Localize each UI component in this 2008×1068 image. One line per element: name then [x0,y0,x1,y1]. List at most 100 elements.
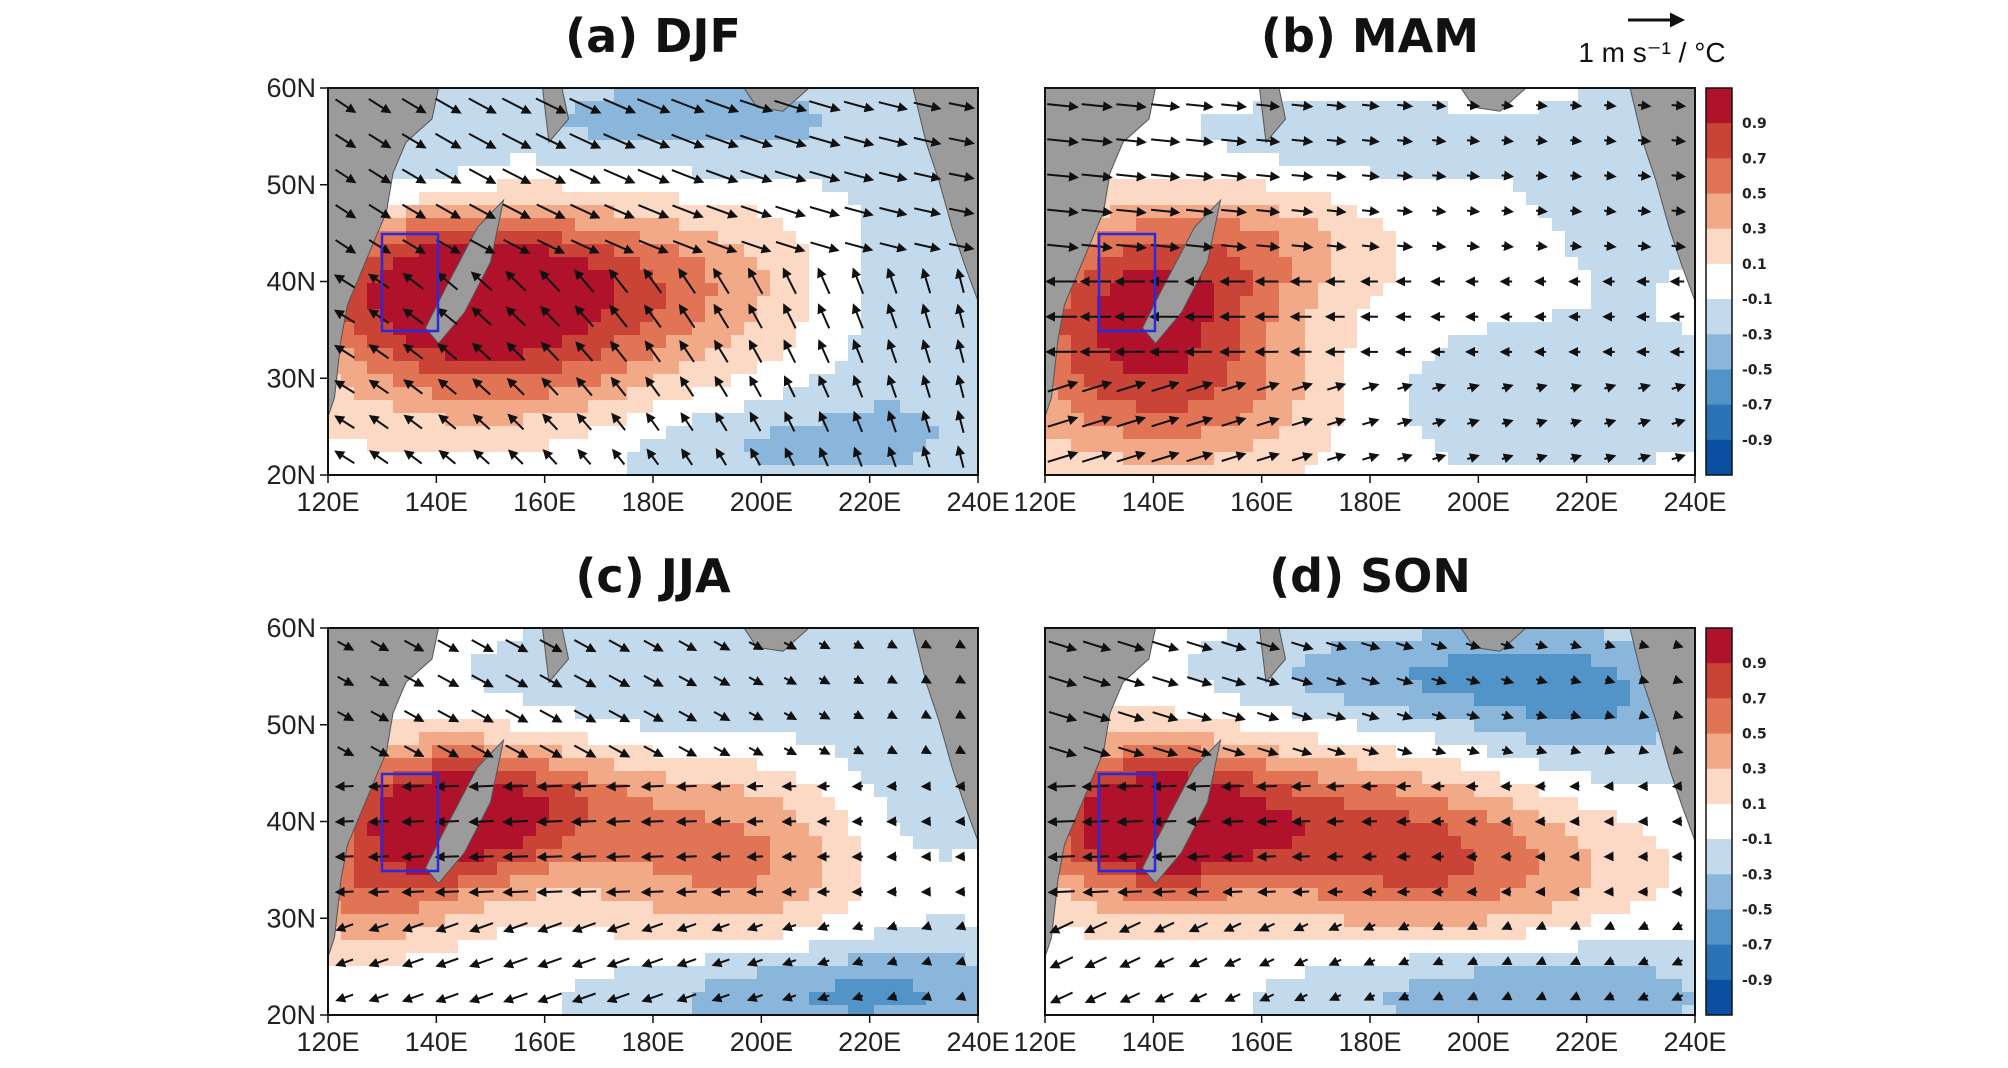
field-cell [1617,426,1631,440]
field-cell [471,719,485,733]
field-cell [1565,465,1579,475]
field-cell [497,628,511,642]
field-cell [744,693,758,707]
field-cell [1383,374,1397,388]
wind-vector [955,409,966,433]
field-cell [523,641,537,655]
field-cell [523,667,537,681]
field-cell [757,439,771,453]
field-cell [1630,439,1644,453]
field-cell [1136,361,1150,375]
field-cell [692,836,706,850]
field-cell [1578,127,1592,141]
field-cell [705,127,719,141]
field-cell [770,257,784,271]
field-cell [705,218,719,232]
field-cell [601,680,615,694]
wind-vector [886,303,898,329]
field-cell [523,797,537,811]
field-cell [1513,465,1527,475]
field-cell [653,875,667,889]
field-cell [1331,348,1345,362]
field-cell [692,192,706,206]
field-cell [640,283,654,297]
field-cell [822,153,836,167]
field-cell [718,439,732,453]
field-cell [549,784,563,798]
field-cell [796,888,810,902]
field-cell [653,667,667,681]
wind-vector [570,203,601,219]
field-cell [1396,179,1410,193]
field-cell [913,179,927,193]
x-tick-label: 200E [1447,487,1510,517]
field-cell [666,641,680,655]
field-cell [1344,244,1358,258]
wind-vector [1501,241,1514,252]
field-cell [1253,322,1267,336]
field-cell [1357,127,1371,141]
field-cell [783,771,797,785]
field-cell [1643,296,1657,310]
field-cell [523,153,537,167]
field-cell [380,439,394,453]
wind-vector [1466,453,1480,463]
field-cell [1435,296,1449,310]
field-cell [770,452,784,466]
wind-vector [1466,205,1481,216]
field-cell [1227,283,1241,297]
field-cell [1136,153,1150,167]
field-cell [536,192,550,206]
field-cell [1227,400,1241,414]
wind-vector [403,414,423,430]
field-cell [900,452,914,466]
field-cell [432,387,446,401]
field-cell [666,966,680,980]
field-cell [1279,309,1293,323]
field-cell [406,192,420,206]
field-cell [1344,348,1358,362]
field-cell [1370,465,1384,475]
field-cell [458,348,472,362]
field-cell [536,283,550,297]
field-cell [835,361,849,375]
field-cell [809,140,823,154]
field-cell [1617,153,1631,167]
field-cell [562,732,576,746]
field-cell [1240,153,1254,167]
field-cell [692,153,706,167]
field-cell [718,231,732,245]
field-cell [770,270,784,284]
wind-vector [1327,417,1347,427]
field-cell [822,465,836,475]
field-cell [692,888,706,902]
field-cell [887,953,901,967]
wind-vector [569,168,601,184]
field-cell [445,758,459,772]
field-cell [1097,218,1111,232]
field-cell [588,465,602,475]
field-cell [861,706,875,720]
field-cell [757,413,771,427]
field-cell [497,901,511,915]
field-cell [1526,361,1540,375]
field-cell [1136,218,1150,232]
field-cell [666,823,680,837]
field-cell [1305,270,1319,284]
field-cell [471,901,485,915]
field-cell [848,192,862,206]
wind-vector [402,343,424,360]
field-cell [1409,335,1423,349]
field-cell [406,1005,420,1015]
wind-vector [540,341,560,362]
field-cell [588,114,602,128]
field-cell [731,706,745,720]
field-cell [419,797,433,811]
field-cell [354,361,368,375]
field-cell [1435,101,1449,115]
field-cell [757,335,771,349]
field-cell [796,400,810,414]
field-cell [1318,296,1332,310]
field-cell [653,1005,667,1015]
field-cell [835,218,849,232]
